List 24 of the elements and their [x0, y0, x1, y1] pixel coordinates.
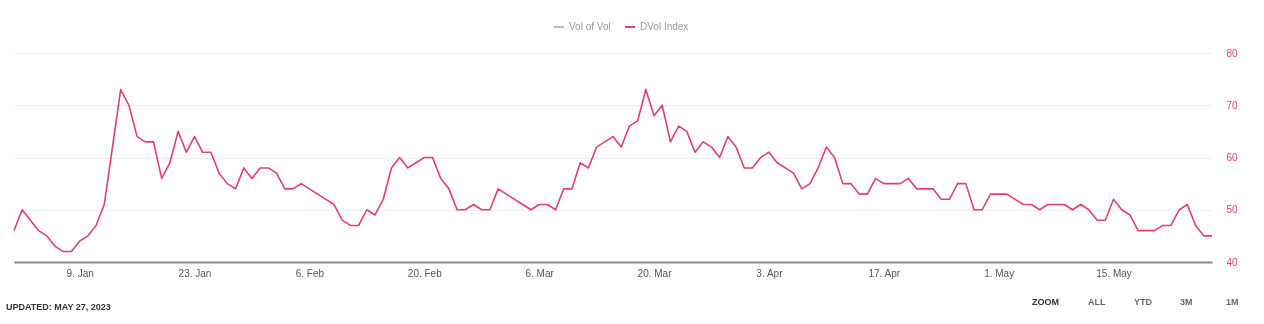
- x-tick-label: 23. Jan: [178, 267, 212, 279]
- x-tick-label: 20. Mar: [637, 267, 673, 279]
- line-series: [13, 88, 1213, 253]
- x-tick-label: 20. Feb: [407, 267, 443, 279]
- text: YTD: [1134, 297, 1153, 307]
- y-tick-label: 70: [1226, 99, 1239, 111]
- legend-label: DVol Index: [640, 21, 689, 32]
- y-tick-label: 40: [1226, 256, 1239, 268]
- x-tick-label: 6. Feb: [295, 267, 325, 279]
- x-tick-label: 17. Apr: [868, 267, 901, 279]
- x-tick-label: 6. Mar: [525, 267, 555, 279]
- text: UPDATED: MAY 27, 2023: [6, 302, 111, 312]
- x-tick-label: 1. May: [984, 267, 1015, 279]
- y-tick-label: 50: [1226, 204, 1239, 216]
- text: 3M: [1180, 297, 1193, 307]
- x-tick-label: 3. Apr: [756, 267, 784, 279]
- legend-label: Vol of Vol: [569, 21, 611, 32]
- x-tick-label: 15. May: [1096, 267, 1132, 279]
- y-tick-label: 80: [1226, 47, 1239, 59]
- x-tick-label: 9. Jan: [66, 267, 94, 279]
- y-tick-label: 60: [1226, 152, 1239, 163]
- text: ALL: [1088, 297, 1106, 307]
- text: 1M: [1226, 297, 1239, 307]
- text: ZOOM: [1032, 297, 1059, 307]
